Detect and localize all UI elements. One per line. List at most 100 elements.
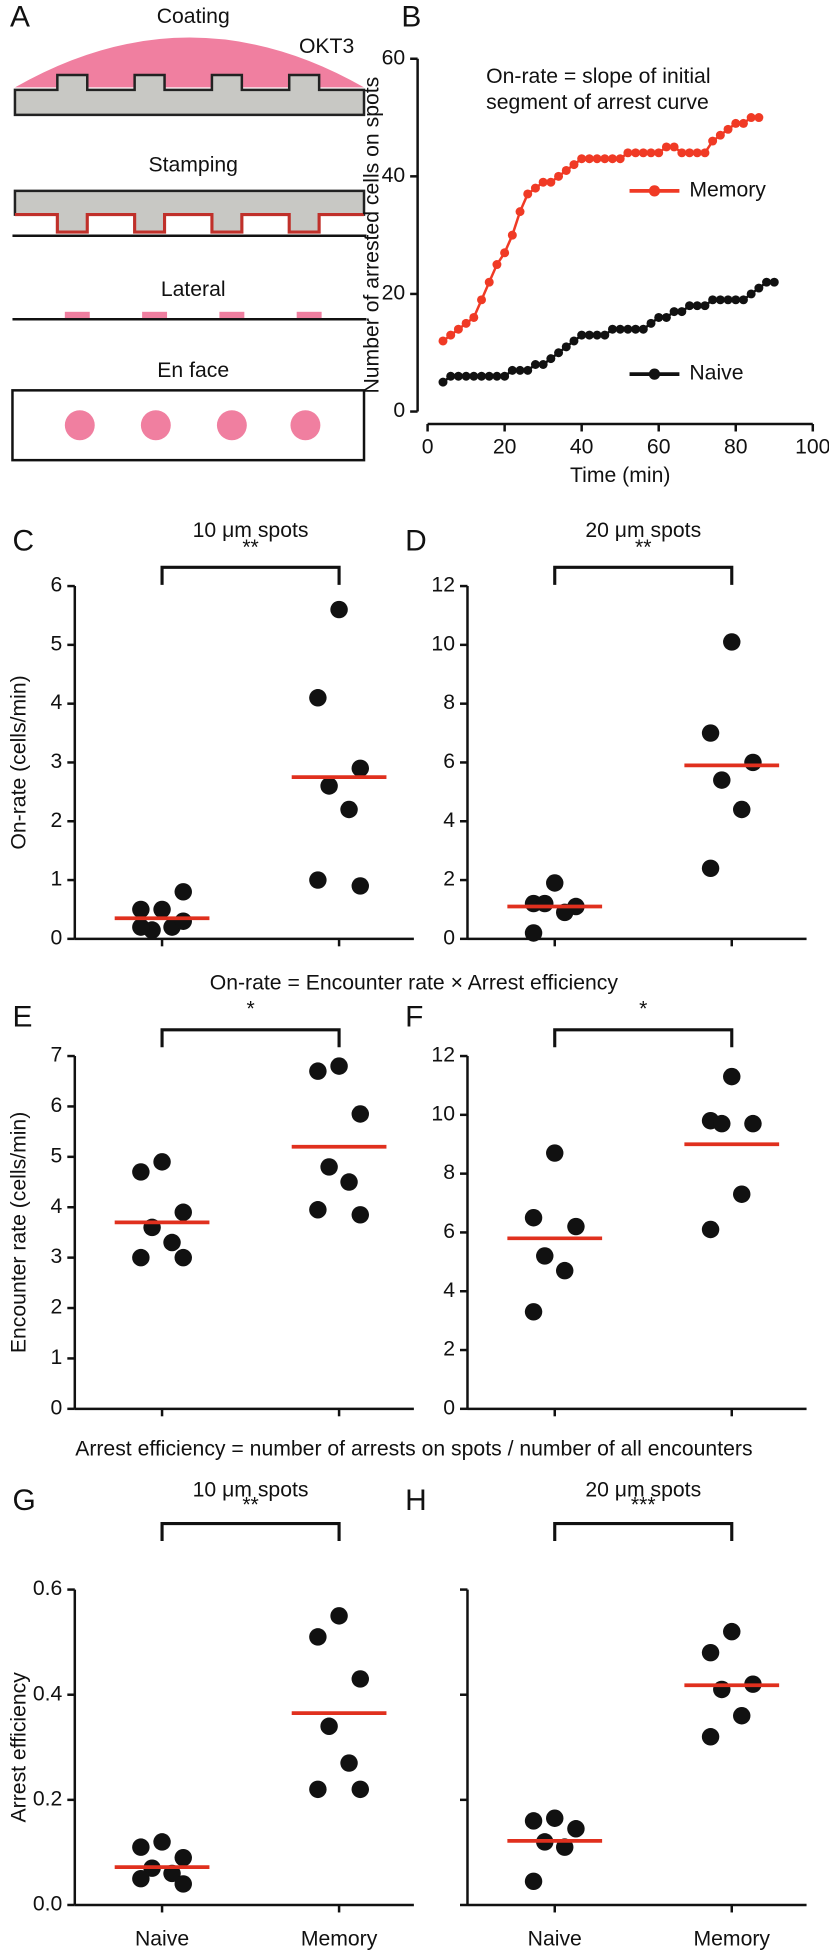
data-point [554,171,564,181]
y-tick-label: 3 [51,750,63,773]
data-point [713,771,731,789]
data-point [600,154,610,164]
data-point [723,295,733,305]
data-point [592,330,602,340]
data-point [731,295,741,305]
y-tick-label: 7 [51,1044,63,1067]
annotation: On-rate = slope of initial [486,65,710,88]
data-point [701,859,720,878]
y-tick-label: 1 [51,1346,63,1369]
legend-label: Memory [689,178,766,201]
data-point [708,136,718,146]
y-tick-label: 2 [443,868,455,891]
data-point [669,142,679,152]
data-point [320,777,338,795]
panel-title: 10 μm spots [193,519,309,542]
data-point [340,1754,358,1772]
y-tick-label: 4 [443,1279,455,1302]
data-point [654,312,664,322]
data-point [507,365,517,375]
data-point [701,1220,720,1239]
y-tick-label: 3 [51,1245,63,1268]
data-point [132,1163,150,1181]
panel-title: 20 μm spots [585,519,701,542]
y-tick-label: 2 [51,809,63,832]
y-tick-label: 4 [51,1195,63,1218]
x-tick-label: 100 [795,435,829,458]
data-point [153,1153,171,1171]
y-tick-label: 40 [382,164,406,187]
data-point [700,301,710,311]
data-point [692,148,702,158]
x-tick-label: Memory [694,1927,771,1950]
data-point [715,130,725,140]
data-point [132,900,150,919]
data-point [351,759,369,778]
data-point [351,1780,369,1799]
significance-bracket [160,1521,341,1541]
spots-en-face [64,410,321,441]
data-point [555,1838,574,1856]
diagram-label: OKT3 [299,35,354,58]
data-point [446,371,456,381]
data-point [492,371,502,381]
y-tick-label: 0.4 [33,1682,63,1705]
data-point [546,874,564,892]
data-point [754,113,764,123]
y-tick-label: 8 [443,691,455,714]
data-point [555,1261,574,1280]
y-tick-label: 5 [51,1144,63,1167]
data-point [530,183,540,193]
y-tick-label: 12 [431,1044,455,1067]
data-point [584,330,594,340]
y-tick-label: 6 [443,750,455,773]
data-point [351,1670,369,1688]
significance-bracket [553,1028,734,1048]
data-point [701,1728,720,1746]
data-point [340,800,358,819]
data-point [469,371,479,381]
data-point [500,371,510,381]
data-point [713,1680,731,1699]
data-point [484,371,494,381]
y-tick-label: 1 [51,868,63,891]
data-point [453,324,463,334]
y-tick-label: 5 [51,632,63,655]
data-point [661,142,671,152]
data-point [438,377,448,387]
y-tick-label: 6 [51,1094,63,1117]
y-tick-label: 0 [443,926,455,949]
data-point [723,1622,741,1641]
data-point [554,348,564,358]
significance-stars: * [246,998,254,1021]
data-point [351,1206,369,1224]
legend-label: Naive [689,362,743,385]
data-point [677,148,687,158]
annotation: On-rate = Encounter rate × Arrest effici… [210,971,619,994]
annotation: segment of arrest curve [486,91,709,114]
data-point [174,1875,192,1893]
legend-marker [648,185,661,197]
coating-arc [14,37,365,88]
y-tick-label: 10 [431,632,455,655]
y-tick-label: 4 [443,809,455,832]
data-point [701,1643,720,1662]
data-point [538,360,548,369]
data-point [546,1809,564,1827]
data-point [538,177,548,187]
data-point [733,1707,751,1725]
y-tick-label: 4 [51,691,63,714]
data-point [692,301,702,311]
panel-letter: F [405,1001,423,1034]
panel-letter: E [12,1001,32,1034]
data-point [567,1217,585,1236]
data-point [738,118,748,128]
data-point [477,295,487,305]
data-point [132,1838,150,1856]
stamp-ink [14,213,365,234]
data-point [163,1233,181,1252]
data-point [309,1201,327,1219]
data-point [561,342,571,352]
y-tick-label: 0.6 [33,1577,62,1600]
